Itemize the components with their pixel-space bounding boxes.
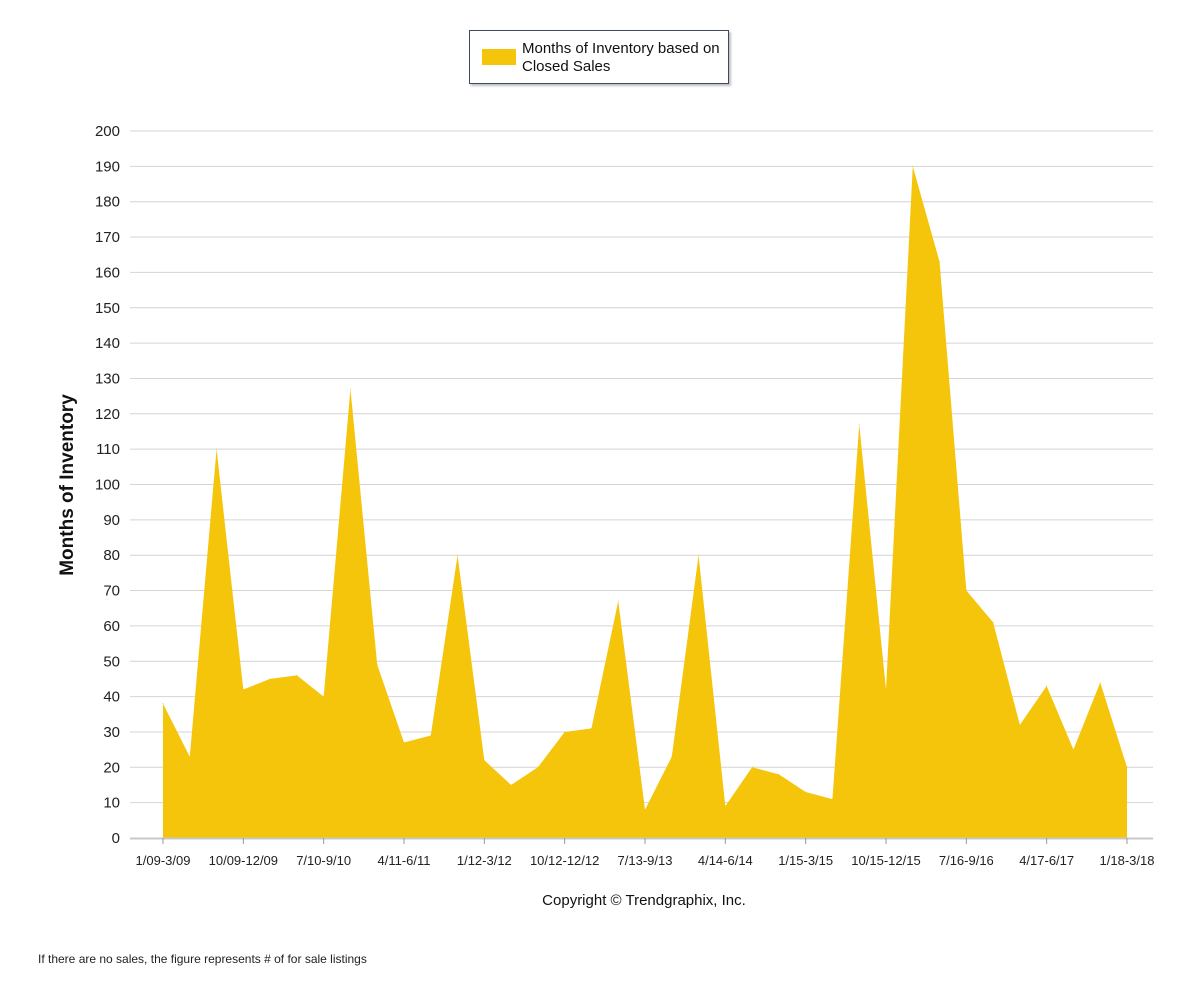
- data-point: [965, 590, 967, 592]
- data-point: [216, 448, 218, 450]
- y-tick-label: 180: [95, 194, 120, 211]
- y-tick-labels: 0 10 20 30 40 50 60 70 80 90 100 110 120 130 140 150 160…: [95, 123, 120, 847]
- data-point: [323, 696, 325, 698]
- data-point: [590, 727, 592, 729]
- data-point: [1099, 681, 1101, 683]
- y-tick-label: 190: [95, 158, 120, 175]
- y-tick-label: 100: [95, 477, 120, 494]
- x-tick-label: 1/15-3/15: [778, 853, 833, 868]
- axes: [130, 837, 1153, 844]
- x-tick-label: 10/12-12/12: [530, 853, 599, 868]
- x-tick-label: 7/16-9/16: [939, 853, 994, 868]
- data-point: [242, 689, 244, 691]
- data-point: [269, 678, 271, 680]
- y-tick-label: 140: [95, 335, 120, 352]
- x-tick-labels: 1/09-3/09 10/09-12/09 7/10-9/10 4/11-6/11 1/…: [136, 853, 1155, 868]
- y-tick-label: 40: [103, 689, 120, 706]
- legend: Months of Inventory based on Closed Sale…: [469, 30, 729, 84]
- x-tick-label: 4/17-6/17: [1019, 853, 1074, 868]
- y-tick-label: 20: [103, 759, 120, 776]
- data-point: [1126, 766, 1128, 768]
- data-point: [457, 554, 459, 556]
- y-tick-label: 160: [95, 264, 120, 281]
- data-point: [912, 165, 914, 167]
- data-point: [189, 756, 191, 758]
- y-tick-label: 30: [103, 724, 120, 741]
- data-point: [617, 600, 619, 602]
- data-point: [992, 621, 994, 623]
- y-tick-label: 130: [95, 370, 120, 387]
- data-point: [1019, 724, 1021, 726]
- grid-lines: [130, 130, 1153, 804]
- data-point: [376, 664, 378, 666]
- data-point: [698, 554, 700, 556]
- data-point: [510, 784, 512, 786]
- data-point: [831, 798, 833, 800]
- data-point: [162, 703, 164, 705]
- y-tick-label: 10: [103, 795, 120, 812]
- data-point: [296, 674, 298, 676]
- data-point: [349, 388, 351, 390]
- y-tick-label: 90: [103, 512, 120, 529]
- data-point: [858, 423, 860, 425]
- y-tick-label: 0: [112, 830, 120, 847]
- x-tick-label: 4/14-6/14: [698, 853, 753, 868]
- y-axis-label: Months of Inventory: [57, 394, 78, 576]
- y-tick-label: 150: [95, 300, 120, 317]
- data-point: [885, 689, 887, 691]
- legend-swatch: [482, 49, 516, 65]
- data-point: [1046, 685, 1048, 687]
- x-tick-label: 1/09-3/09: [136, 853, 191, 868]
- x-tick-label: 1/12-3/12: [457, 853, 512, 868]
- x-tick-label: 1/18-3/18: [1100, 853, 1155, 868]
- data-point: [671, 756, 673, 758]
- data-point: [537, 766, 539, 768]
- data-point: [644, 809, 646, 811]
- data-point: [1072, 749, 1074, 751]
- legend-label: Months of Inventory based on Closed Sale…: [522, 40, 720, 75]
- area-series-fill: [163, 166, 1127, 839]
- series-area: [162, 165, 1128, 839]
- y-tick-label: 170: [95, 229, 120, 246]
- x-tick-label: 7/10-9/10: [296, 853, 351, 868]
- x-tick-label: 4/11-6/11: [377, 853, 430, 868]
- y-tick-label: 70: [103, 583, 120, 600]
- x-tick-label: 7/13-9/13: [618, 853, 673, 868]
- data-point: [778, 773, 780, 775]
- data-point: [564, 731, 566, 733]
- x-tick-label: 10/09-12/09: [209, 853, 278, 868]
- copyright-text: Copyright © Trendgraphix, Inc.: [542, 892, 746, 909]
- x-tick-label: 10/15-12/15: [851, 853, 920, 868]
- y-tick-label: 60: [103, 618, 120, 635]
- data-point: [939, 261, 941, 263]
- data-point: [724, 805, 726, 807]
- y-tick-label: 50: [103, 653, 120, 670]
- y-tick-label: 120: [95, 406, 120, 423]
- data-point: [805, 791, 807, 793]
- data-point: [430, 734, 432, 736]
- footnote-text: If there are no sales, the figure repres…: [38, 952, 367, 966]
- data-point: [483, 759, 485, 761]
- y-tick-label: 110: [96, 441, 120, 458]
- data-point: [403, 742, 405, 744]
- data-point: [751, 766, 753, 768]
- y-tick-label: 200: [95, 123, 120, 140]
- y-tick-label: 80: [103, 547, 120, 564]
